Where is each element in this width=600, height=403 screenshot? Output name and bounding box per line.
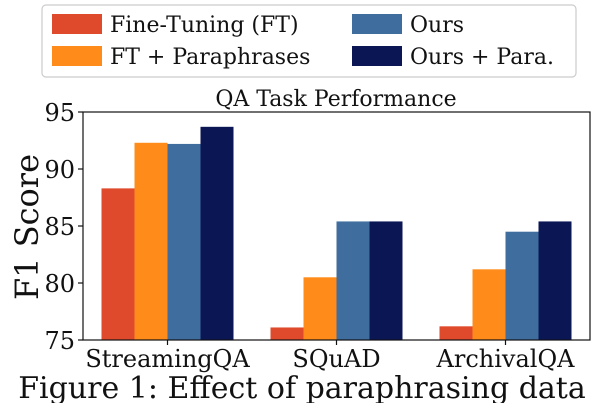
x-tick-label: ArchivalQA <box>436 345 576 373</box>
x-tick-label: SQuAD <box>292 345 380 373</box>
legend-label: Ours + Para. <box>410 45 554 70</box>
legend-label: FT + Paraphrases <box>110 45 310 70</box>
bar-archivalqa-0 <box>439 326 473 340</box>
legend: Fine-Tuning (FT) FT + Paraphrases Ours Ours… <box>41 4 577 78</box>
bar-squad-0 <box>270 327 304 340</box>
y-tick-label: 90 <box>44 156 75 184</box>
y-tick-label: 75 <box>44 327 75 355</box>
bar-streamingqa-2 <box>167 143 201 340</box>
y-tick-label: 80 <box>44 270 75 298</box>
legend-box <box>41 4 577 78</box>
bar-squad-1 <box>303 277 337 340</box>
bar-archivalqa-1 <box>472 269 506 340</box>
legend-swatch <box>52 14 102 34</box>
figure-caption: Figure 1: Effect of paraphrasing data <box>18 371 586 403</box>
plot-area: StreamingQA SQuAD ArchivalQA 75 80 85 90 95 <box>44 99 591 373</box>
y-tick-label: 95 <box>44 99 75 127</box>
bar-streamingqa-3 <box>200 126 234 340</box>
bar-squad-2 <box>336 221 370 340</box>
legend-swatch <box>52 46 102 66</box>
legend-swatch <box>352 14 402 34</box>
bar-streamingqa-0 <box>101 188 135 340</box>
legend-label: Fine-Tuning (FT) <box>110 13 299 38</box>
legend-swatch <box>352 46 402 66</box>
legend-label: Ours <box>410 13 464 38</box>
bar-archivalqa-3 <box>538 221 572 340</box>
bar-streamingqa-1 <box>134 142 168 340</box>
bar-archivalqa-2 <box>505 231 539 340</box>
x-tick-label: StreamingQA <box>85 345 250 373</box>
chart-title: QA Task Performance <box>215 87 456 112</box>
bar-squad-3 <box>369 221 403 340</box>
y-tick-label: 85 <box>44 213 75 241</box>
y-axis-label: F1 Score <box>8 154 46 300</box>
